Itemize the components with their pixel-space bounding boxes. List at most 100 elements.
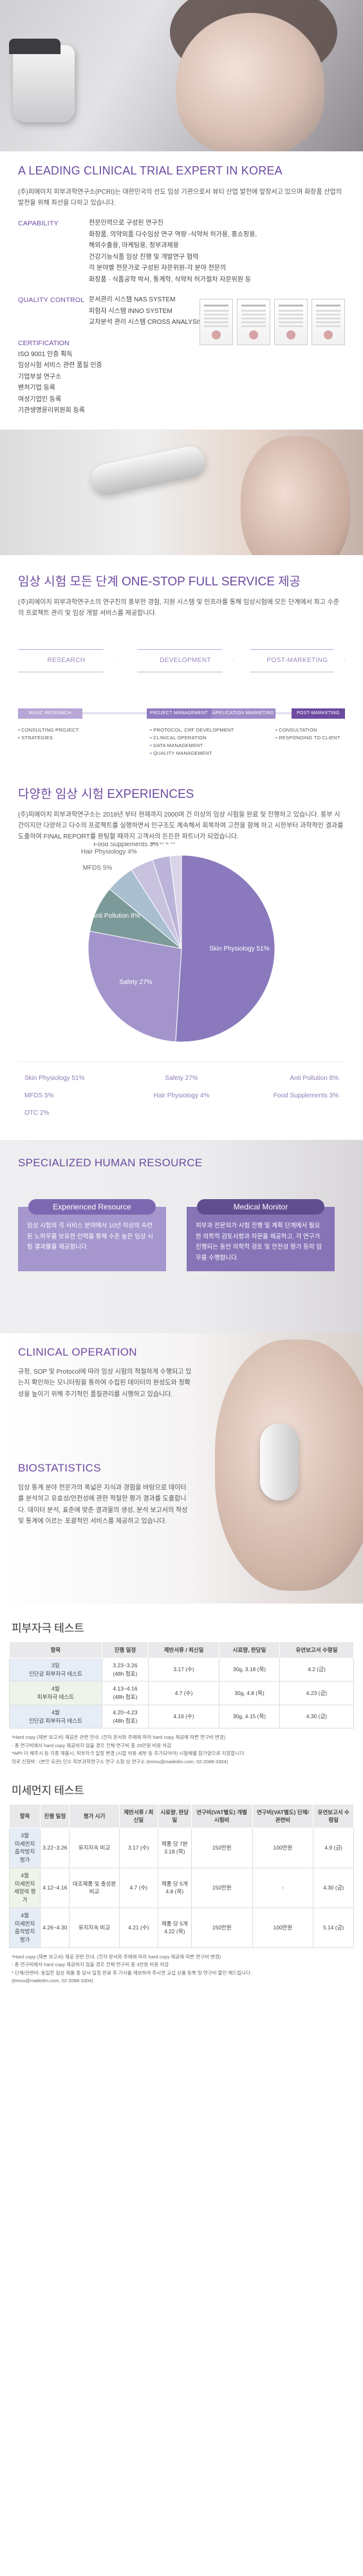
table-cell: 3.17 (수) — [118, 1827, 158, 1868]
table-cell: 100만원 — [252, 1907, 314, 1948]
table-cell: 4.12~4.16 — [40, 1867, 70, 1908]
list-item: CONSULTING PROJECT — [18, 726, 79, 734]
pie-label: Hair Physiology 4% — [81, 848, 137, 855]
table-cell: 3월 미세먼지 흡착방지 평가 — [8, 1827, 41, 1868]
pie-label: Food Supplements 3% — [93, 842, 158, 848]
capability-label: CAPABILITY — [18, 220, 59, 227]
table-note: - 총 연구비에서 hard copy 제공하지 않을 경우 전체 연구비 중 … — [12, 1742, 172, 1748]
experiences-desc: (주)피에이치 피부과학연구소는 2018년 부터 현재까지 2000여 건 이… — [18, 811, 344, 840]
development-list: PROTOCOL, CRF DEVELOPMENT CLINICAL OPERA… — [150, 726, 234, 757]
table-cell: 4.21 (수) — [118, 1907, 158, 1948]
post-marketing-list: CONSULTATION RESPONDING TO CLIENT — [275, 726, 340, 742]
cert-label: CERTIFICATION — [18, 339, 70, 347]
legend-item: Food Supplements 3% — [273, 1092, 339, 1099]
table-header-cell: 연구비(VAT별도) 개별 시험비 — [191, 1803, 253, 1828]
capability-line: 각 분야별 전문가로 구성된 자문위원-각 분야 전문의 — [89, 265, 227, 272]
fine-dust-test-section: 미세먼지 테스트 항목 진행 일정 평가 시기 제반서류 / 최신일 시료량, 판당일 연… — [0, 1766, 363, 1985]
table-note: * 단체/관련비: 동일한 임상 제품 중 당사 일정 완료 후 기사를 제보하… — [12, 1969, 252, 1976]
bar-application-marketing: APPLICATION MARKETING — [211, 708, 275, 719]
hero-device-top — [9, 39, 60, 54]
capability-line: 해외수출용, 마케팅용, 정부과제용 — [89, 242, 179, 249]
legend-item: MFDS 5% — [24, 1092, 54, 1099]
cert-line: 여성기업인 등록 — [18, 395, 62, 403]
list-item: DATA MANAGEMENT — [150, 742, 234, 750]
box-body: 피부과 전문의가 시험 진행 및 계획 단계에서 필요한 의학적 검토사항과 자… — [187, 1206, 335, 1271]
pie-slice — [175, 855, 275, 1043]
hero-face — [176, 13, 324, 151]
table-header-cell: 진행 일정 — [40, 1803, 70, 1828]
certificate-image — [200, 298, 233, 345]
clinical-operation-title: CLINICAL OPERATION — [18, 1345, 137, 1358]
certificate-image — [312, 298, 345, 345]
legend-item: Anti Pollution 8% — [290, 1074, 339, 1082]
bar-project-management: PROJECT MANAGEMENT — [147, 708, 211, 719]
table-header-cell: 시료량, 판당일 — [157, 1803, 192, 1828]
capability-line: 화장품, 의약외품 다수임상 연구 역량 -식약처 허가용, 홍쇼핑용, — [89, 231, 257, 238]
certificate-image — [274, 298, 308, 345]
specialized-section: SPECIALIZED HUMAN RESOURCE Experienced R… — [0, 1139, 363, 1333]
capability-line: 전문인력으로 구성된 연구진 — [89, 220, 163, 227]
table-row: 4월 미세먼지 세정력 평가 4.12~4.16 대조제품 및 출성분 비교 4.7 (수… — [8, 1867, 354, 1908]
table-cell: 3일 인단감 피부자극 테스트 — [9, 1657, 102, 1682]
table-header-cell: 시료량, 판당일 — [219, 1641, 280, 1658]
experiences-section: 다양한 임상 시험 EXPERIENCES (주)피에이치 피부과학연구소는 2… — [0, 778, 363, 1117]
list-item: PROTOCOL, CRF DEVELOPMENT — [150, 726, 234, 734]
table-note: (tmmu@mailedm.com, 02-2088-3304) — [12, 1978, 93, 1984]
table-cell: - — [252, 1867, 314, 1908]
table-header-cell: 유연보고서 수령일 — [279, 1641, 355, 1658]
table-row: 4월 인단감 피부자극 테스트 4.20~4.23 (48h 첩포) 4.16 (수) 3… — [9, 1704, 355, 1729]
table-note: *WPI 더 해주시 등 각종 제품시, 피부자극 일정 변경 (시합 허용 세… — [12, 1750, 246, 1757]
cert-line: 벤처기업 등록 — [18, 384, 55, 392]
table-cell: 150만원 — [191, 1867, 253, 1908]
table-cell: 4월 미세먼지 흡착방지 평가 — [8, 1907, 41, 1948]
table-cell: 4월 미세먼지 세정력 평가 — [8, 1867, 41, 1908]
medical-monitor-box: Medical Monitor 피부과 전문의가 시험 진행 및 계획 단계에서… — [187, 1198, 335, 1289]
table-header-cell: 제반서류 / 최신일 — [118, 1803, 158, 1828]
table-cell: 4.13~4.16 (48h 첩포) — [101, 1681, 149, 1705]
box-header: Experienced Resource — [28, 1198, 156, 1215]
irritation-test-title: 피부자극 테스트 — [12, 1622, 84, 1634]
table-cell: 4.20~4.23 (48h 첩포) — [101, 1704, 149, 1729]
table-cell: 4.30 (금) — [279, 1704, 355, 1729]
experiences-title: 다양한 임상 시험 EXPERIENCES — [18, 787, 194, 801]
table-cell: 4월 피부자극 테스트 — [9, 1681, 102, 1705]
list-item: CLINICAL OPERATION — [150, 734, 234, 742]
device-photo — [0, 429, 363, 555]
table-cell: 4.16 (수) — [147, 1704, 220, 1729]
table-cell: 3.22~3.26 — [40, 1827, 70, 1868]
fine-dust-test-notes: *Hard copy (제본 보고서) 제공 관련 안내. (전자 문서와 주에… — [9, 1948, 354, 1985]
qc-line: 피험자 시스템 INNO SYSTEM — [89, 307, 172, 315]
leading-section: A LEADING CLINICAL TRIAL EXPERT IN KOREA… — [0, 151, 363, 423]
table-cell: 30g, 3.18 (목) — [219, 1657, 280, 1682]
pie-chart-svg: Skin Physiology 51% Safety 27% Anti Pollut… — [81, 842, 275, 1043]
table-cell: 3.23~3.26 (48h 첩포) — [101, 1657, 149, 1682]
biostatistics-title: BIOSTATISTICS — [18, 1461, 101, 1474]
capability-list: 전문인력으로 구성된 연구진 화장품, 의약외품 다수임상 연구 역량 -식약처… — [89, 218, 345, 285]
table-note: - 총 연구비에서 hard copy 제공하지 않을 경우 전체 연구비 중 … — [12, 1962, 169, 1968]
box-header: Medical Monitor — [197, 1198, 324, 1215]
legend-item: OTC 2% — [24, 1109, 50, 1117]
bar-post-marketing: POST-MARKETING — [292, 708, 345, 719]
capability-line: 화장품 · 식품공학 박사, 통계학, 식약처 허가절차 자문위원 등 — [89, 276, 251, 283]
table-cell: 4.7 (수) — [147, 1681, 220, 1705]
table-cell: 30g, 4.15 (목) — [219, 1704, 280, 1729]
table-header-cell: 평가 시기 — [69, 1803, 120, 1828]
certificate-image — [237, 298, 270, 345]
leading-intro: (주)피에이치 피부과학연구소(PCRI)는 대한민국의 선도 임상 기관으로서… — [18, 189, 342, 207]
table-note: *Hard copy (제본 보고서) 제공은 관련 안내. (전자 문서와 주… — [12, 1734, 226, 1741]
clinical-photo-device — [260, 1423, 299, 1501]
table-cell: 5.14 (금) — [313, 1907, 354, 1948]
list-item: RESPONDING TO CLIENT — [275, 734, 340, 742]
table-note: 의로 신청바 : (본인 요관) 인수 피부과학연구소 연구 소장 상 연구소 … — [12, 1758, 228, 1765]
table-cell: 4.7 (수) — [118, 1867, 158, 1908]
research-list: CONSULTING PROJECT STRATEGIES — [18, 726, 79, 742]
table-cell: 150만원 — [191, 1827, 253, 1868]
table-header-cell: 유연보고서 수령일 — [313, 1803, 354, 1828]
table-cell: 4.9 (금) — [313, 1827, 354, 1868]
table-cell: 4.23 (금) — [279, 1681, 355, 1705]
legend-item: Safety 27% — [165, 1074, 198, 1082]
clinical-section: CLINICAL OPERATION 규정, SOP 및 Protocol에 따… — [0, 1332, 363, 1604]
cert-line: ISO 9001 인증 획득 — [18, 350, 73, 358]
hero-image — [0, 0, 363, 151]
photo-face — [241, 435, 350, 555]
